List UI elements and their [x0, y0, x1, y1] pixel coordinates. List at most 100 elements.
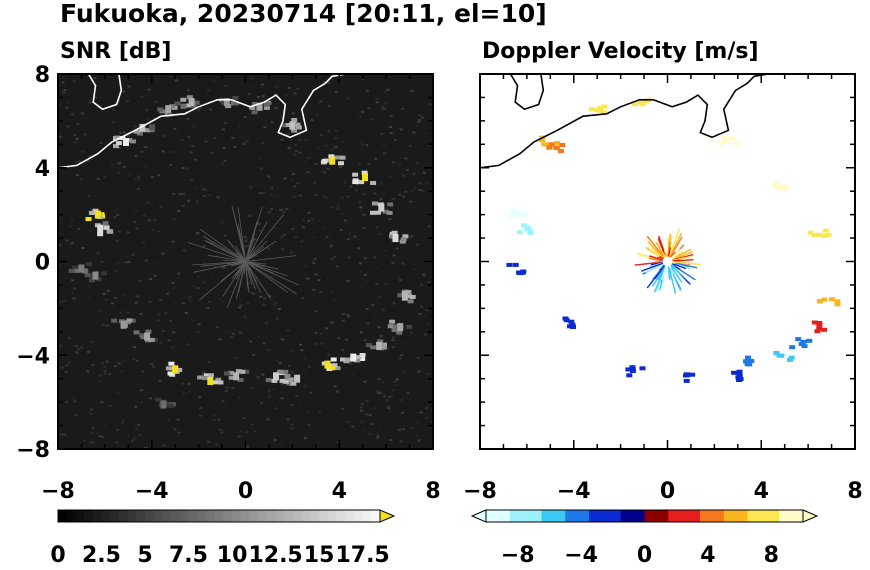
- snr-noise-speck: [285, 207, 289, 210]
- doppler-echo-cell: [601, 110, 608, 115]
- snr-echo-core: [188, 98, 195, 107]
- snr-noise-speck: [208, 301, 212, 304]
- snr-noise-speck: [391, 389, 395, 392]
- snr-echo-cell: [237, 378, 244, 382]
- snr-noise-speck: [383, 249, 387, 252]
- snr-noise-speck: [365, 413, 369, 416]
- snr-noise-speck: [273, 439, 277, 441]
- doppler-colorbar: −8 −4 0 4 8: [470, 509, 819, 568]
- snr-noise-speck: [105, 360, 109, 363]
- snr-noise-speck: [317, 219, 321, 222]
- snr-noise-speck: [153, 218, 157, 221]
- snr-noise-speck: [408, 144, 412, 147]
- snr-noise-speck: [348, 232, 352, 235]
- snr-noise-speck: [125, 205, 129, 208]
- snr-noise-speck: [274, 301, 277, 304]
- snr-clutter-streak: [222, 261, 246, 297]
- snr-noise-speck: [239, 304, 243, 307]
- snr-noise-speck: [77, 160, 81, 163]
- snr-noise-speck: [186, 118, 190, 120]
- snr-noise-speck: [369, 303, 373, 306]
- snr-noise-speck: [291, 350, 295, 353]
- snr-colorbar-cell: [223, 510, 233, 522]
- snr-noise-speck: [283, 233, 287, 236]
- snr-noise-speck: [389, 132, 393, 135]
- snr-echo-cell: [84, 273, 91, 278]
- snr-noise-speck: [245, 431, 249, 434]
- snr-noise-speck: [87, 296, 91, 299]
- snr-noise-speck: [122, 359, 126, 362]
- snr-noise-speck: [290, 404, 294, 406]
- snr-echo-cell: [176, 367, 183, 372]
- snr-noise-speck: [198, 308, 202, 311]
- snr-echo-core: [273, 372, 279, 381]
- coastline-path: [480, 74, 769, 169]
- doppler-echo-cell: [566, 324, 573, 329]
- snr-noise-speck: [330, 321, 334, 324]
- snr-noise-speck: [290, 170, 294, 173]
- snr-noise-speck: [182, 249, 186, 252]
- snr-echo-cell: [129, 139, 136, 144]
- snr-noise-speck: [101, 436, 105, 439]
- snr-noise-speck: [291, 427, 295, 430]
- snr-noise-speck: [363, 412, 367, 415]
- snr-noise-speck: [346, 280, 350, 283]
- snr-noise-speck: [293, 92, 297, 95]
- snr-noise-speck: [320, 342, 324, 345]
- snr-noise-speck: [422, 273, 426, 276]
- doppler-echo-cell: [718, 141, 725, 146]
- snr-noise-speck: [211, 79, 215, 82]
- snr-noise-speck: [270, 194, 273, 197]
- snr-echo-cell: [169, 104, 176, 109]
- snr-noise-speck: [330, 258, 334, 260]
- snr-noise-speck: [390, 206, 394, 209]
- snr-noise-speck: [359, 409, 363, 412]
- doppler-echo-cell: [773, 351, 780, 355]
- doppler-colorbar-cell: [525, 510, 534, 522]
- snr-noise-speck: [293, 153, 297, 156]
- snr-noise-speck: [414, 434, 418, 437]
- snr-noise-speck: [303, 437, 307, 440]
- snr-noise-speck: [204, 140, 208, 143]
- snr-noise-speck: [375, 113, 379, 116]
- doppler-colorbar-label: −4: [564, 543, 598, 568]
- snr-colorbar-cell: [336, 510, 346, 522]
- snr-noise-speck: [100, 261, 104, 264]
- snr-noise-speck: [88, 285, 92, 288]
- doppler-echo-cell: [787, 357, 793, 362]
- snr-noise-speck: [156, 319, 160, 322]
- snr-noise-speck: [263, 126, 267, 129]
- snr-noise-speck: [216, 326, 220, 329]
- snr-noise-speck: [73, 400, 77, 403]
- snr-noise-speck: [357, 163, 361, 166]
- snr-noise-speck: [314, 194, 318, 197]
- snr-noise-speck: [196, 330, 200, 333]
- snr-noise-speck: [305, 277, 309, 280]
- snr-noise-speck: [72, 287, 76, 290]
- snr-colorbar-frame: [57, 509, 381, 523]
- snr-noise-speck: [207, 361, 211, 363]
- snr-noise-speck: [169, 319, 173, 322]
- snr-noise-speck: [290, 371, 294, 374]
- snr-noise-speck: [64, 370, 68, 373]
- snr-noise-speck: [86, 350, 90, 353]
- doppler-panel: −8 −4 0 4 8: [463, 73, 863, 504]
- snr-noise-speck: [120, 422, 124, 425]
- doppler-colorbar-cell: [509, 510, 519, 522]
- snr-panel: −8 −4 0 4 8 8 4 0 −4 −8: [16, 63, 440, 504]
- snr-noise-speck: [393, 105, 397, 107]
- snr-noise-speck: [355, 183, 359, 186]
- snr-noise-speck: [419, 411, 423, 414]
- doppler-echo-cell: [527, 231, 534, 236]
- snr-noise-speck: [262, 303, 266, 306]
- snr-noise-speck: [329, 290, 333, 293]
- snr-noise-speck: [81, 150, 85, 153]
- doppler-echo-cell: [811, 320, 818, 325]
- doppler-axis-ticks: −8 −4 0 4 8: [463, 73, 863, 504]
- snr-echo-core: [378, 203, 385, 212]
- snr-noise-speck: [141, 443, 145, 446]
- snr-clutter-streak: [245, 261, 271, 299]
- snr-echo-cell: [74, 268, 81, 273]
- snr-noise-speck: [224, 122, 228, 124]
- snr-noise-speck: [406, 168, 409, 171]
